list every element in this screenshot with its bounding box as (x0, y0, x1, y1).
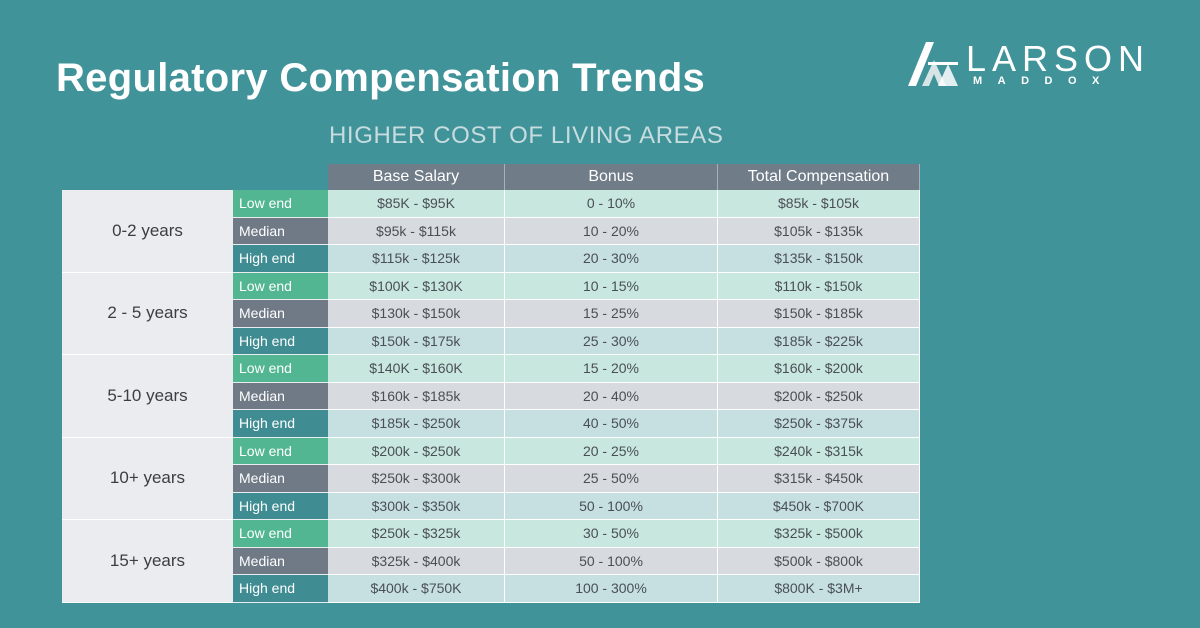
level-label: High end (233, 575, 328, 603)
total-compensation-cell: $240k - $315k (718, 437, 920, 465)
bonus-cell: 20 - 30% (505, 245, 718, 273)
level-label: High end (233, 492, 328, 520)
bonus-cell: 15 - 20% (505, 355, 718, 383)
base-salary-cell: $130k - $150k (328, 300, 505, 328)
level-label: Median (233, 465, 328, 493)
bonus-cell: 40 - 50% (505, 410, 718, 438)
experience-label: 0-2 years (62, 190, 233, 273)
base-salary-cell: $150k - $175k (328, 327, 505, 355)
total-compensation-cell: $110k - $150k (718, 272, 920, 300)
logo-mark-icon (908, 42, 958, 86)
level-label: Low end (233, 190, 328, 218)
bonus-cell: 25 - 30% (505, 327, 718, 355)
column-header: Total Compensation (718, 164, 920, 190)
logo-name: LARSON (966, 38, 1151, 79)
level-label: High end (233, 410, 328, 438)
experience-label: 2 - 5 years (62, 272, 233, 355)
base-salary-cell: $85K - $95K (328, 190, 505, 218)
base-salary-cell: $400k - $750K (328, 575, 505, 603)
level-label: High end (233, 245, 328, 273)
level-label: Median (233, 300, 328, 328)
base-salary-cell: $200k - $250k (328, 437, 505, 465)
logo-sub: MADDOX (973, 75, 1115, 87)
bonus-cell: 20 - 40% (505, 382, 718, 410)
column-header: Base Salary (328, 164, 505, 190)
total-compensation-cell: $250k - $375k (718, 410, 920, 438)
level-label: Median (233, 547, 328, 575)
total-compensation-cell: $315k - $450k (718, 465, 920, 493)
total-compensation-cell: $325k - $500k (718, 520, 920, 548)
base-salary-cell: $300k - $350k (328, 492, 505, 520)
base-salary-cell: $115k - $125k (328, 245, 505, 273)
total-compensation-cell: $105k - $135k (718, 217, 920, 245)
base-salary-cell: $95k - $115k (328, 217, 505, 245)
total-compensation-cell: $160k - $200k (718, 355, 920, 383)
experience-label: 15+ years (62, 520, 233, 603)
page-title: Regulatory Compensation Trends (56, 56, 706, 100)
bonus-cell: 100 - 300% (505, 575, 718, 603)
total-compensation-cell: $150k - $185k (718, 300, 920, 328)
base-salary-cell: $250k - $325k (328, 520, 505, 548)
bonus-cell: 50 - 100% (505, 547, 718, 575)
total-compensation-cell: $500k - $800k (718, 547, 920, 575)
total-compensation-cell: $185k - $225k (718, 327, 920, 355)
bonus-cell: 20 - 25% (505, 437, 718, 465)
total-compensation-cell: $85k - $105k (718, 190, 920, 218)
base-salary-cell: $250k - $300k (328, 465, 505, 493)
bonus-cell: 30 - 50% (505, 520, 718, 548)
level-label: Low end (233, 437, 328, 465)
total-compensation-cell: $450k - $700K (718, 492, 920, 520)
experience-label: 10+ years (62, 437, 233, 520)
bonus-cell: 10 - 15% (505, 272, 718, 300)
table-subtitle: HIGHER COST OF LIVING AREAS (329, 122, 724, 149)
bonus-cell: 25 - 50% (505, 465, 718, 493)
compensation-table: Base Salary Bonus Total Compensation 0-2 ye… (62, 164, 920, 603)
base-salary-cell: $100K - $130K (328, 272, 505, 300)
level-label: Median (233, 382, 328, 410)
bonus-cell: 0 - 10% (505, 190, 718, 218)
bonus-cell: 10 - 20% (505, 217, 718, 245)
level-label: Low end (233, 272, 328, 300)
column-header: Bonus (505, 164, 718, 190)
level-label: Low end (233, 355, 328, 383)
larson-maddox-logo: LARSON MADDOX (908, 38, 1160, 90)
base-salary-cell: $185k - $250k (328, 410, 505, 438)
level-label: Low end (233, 520, 328, 548)
total-compensation-cell: $800K - $3M+ (718, 575, 920, 603)
level-label: Median (233, 217, 328, 245)
total-compensation-cell: $135k - $150k (718, 245, 920, 273)
bonus-cell: 15 - 25% (505, 300, 718, 328)
base-salary-cell: $160k - $185k (328, 382, 505, 410)
bonus-cell: 50 - 100% (505, 492, 718, 520)
base-salary-cell: $140K - $160K (328, 355, 505, 383)
experience-label: 5-10 years (62, 355, 233, 438)
base-salary-cell: $325k - $400k (328, 547, 505, 575)
total-compensation-cell: $200k - $250k (718, 382, 920, 410)
level-label: High end (233, 327, 328, 355)
